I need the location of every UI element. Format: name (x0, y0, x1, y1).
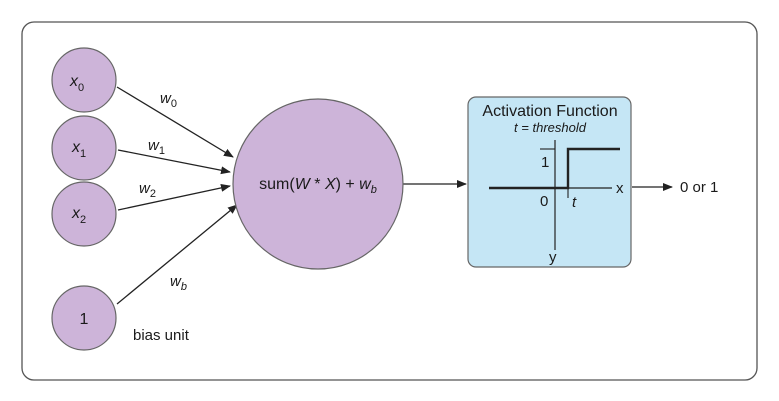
input-node-x2-circle (51, 181, 117, 247)
sum-node: sum(W * X) + wb (232, 98, 404, 270)
sum-node-label: sum(W * X) + wb (259, 176, 377, 196)
edge-x2-to-sum (117, 183, 231, 211)
origin-label: 0 (540, 193, 548, 210)
input-node-x1-label: x1 (71, 139, 86, 160)
weight-label-wb: wb (170, 273, 187, 293)
activation-subtitle: t = threshold (514, 120, 587, 135)
activation-box-rect (467, 96, 632, 268)
y-axis-label: y (549, 249, 557, 266)
weight-label-w2: w2 (139, 180, 156, 200)
weight-label-w0: w0 (160, 90, 177, 110)
edge-bias-to-sum (116, 204, 238, 305)
tick-one-label: 1 (541, 154, 549, 171)
weight-label-w1: w1 (148, 137, 165, 157)
activation-box: Activation Function t = threshold 1 t 0 … (467, 96, 632, 268)
input-node-x2: x2 (51, 181, 117, 247)
x-axis-label: x (616, 180, 624, 197)
activation-title: Activation Function (482, 103, 617, 120)
output-label: 0 or 1 (680, 179, 718, 196)
input-node-bias-label: 1 (80, 311, 89, 328)
input-node-bias-circle (51, 285, 117, 351)
input-node-x0-label: x0 (69, 73, 84, 94)
input-node-x0-circle (51, 47, 117, 113)
input-node-x1-circle (51, 115, 117, 181)
sum-node-circle (232, 98, 404, 270)
input-node-x0: x0 (51, 47, 117, 113)
input-node-x1: x1 (51, 115, 117, 181)
input-node-bias: 1 (51, 285, 117, 351)
bias-unit-label: bias unit (133, 327, 190, 344)
edge-x1-to-sum (117, 149, 231, 175)
t-label: t (572, 194, 577, 211)
edge-x0-to-sum (116, 86, 234, 158)
step-function-curve (489, 147, 620, 190)
input-node-x2-label: x2 (71, 205, 86, 226)
